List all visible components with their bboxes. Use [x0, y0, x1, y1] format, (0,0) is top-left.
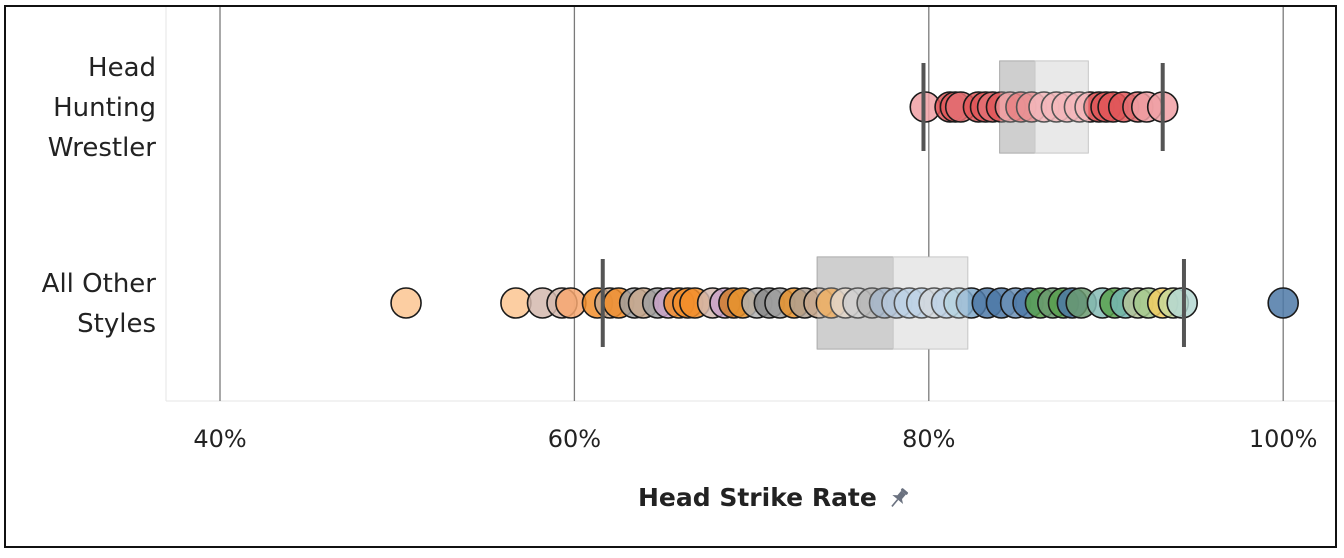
data-point[interactable]	[390, 287, 422, 319]
row-label-line: Hunting	[53, 93, 156, 123]
row-label-line: Wrestler	[48, 133, 157, 163]
data-point[interactable]	[500, 287, 532, 319]
data-point[interactable]	[555, 287, 587, 319]
data-point[interactable]	[1267, 287, 1299, 319]
row-label-line: Head	[88, 53, 156, 83]
strip-plot: Head Hunting Wrestler All Other Styles 40% 60…	[42, 7, 1335, 453]
pin-icon[interactable]	[886, 485, 912, 511]
row-label-line: Styles	[77, 309, 156, 339]
x-tick-label: 40%	[193, 425, 246, 453]
x-tick-label: 80%	[902, 425, 955, 453]
x-tick-label: 100%	[1249, 425, 1318, 453]
box-overlay	[817, 257, 968, 349]
x-tick-label: 60%	[548, 425, 601, 453]
chart-frame: Head Hunting Wrestler All Other Styles 40% 60…	[4, 5, 1337, 548]
box-overlay	[999, 61, 1089, 153]
x-axis-title[interactable]: Head Strike Rate	[638, 483, 877, 512]
row-label-line: All Other	[42, 269, 157, 299]
